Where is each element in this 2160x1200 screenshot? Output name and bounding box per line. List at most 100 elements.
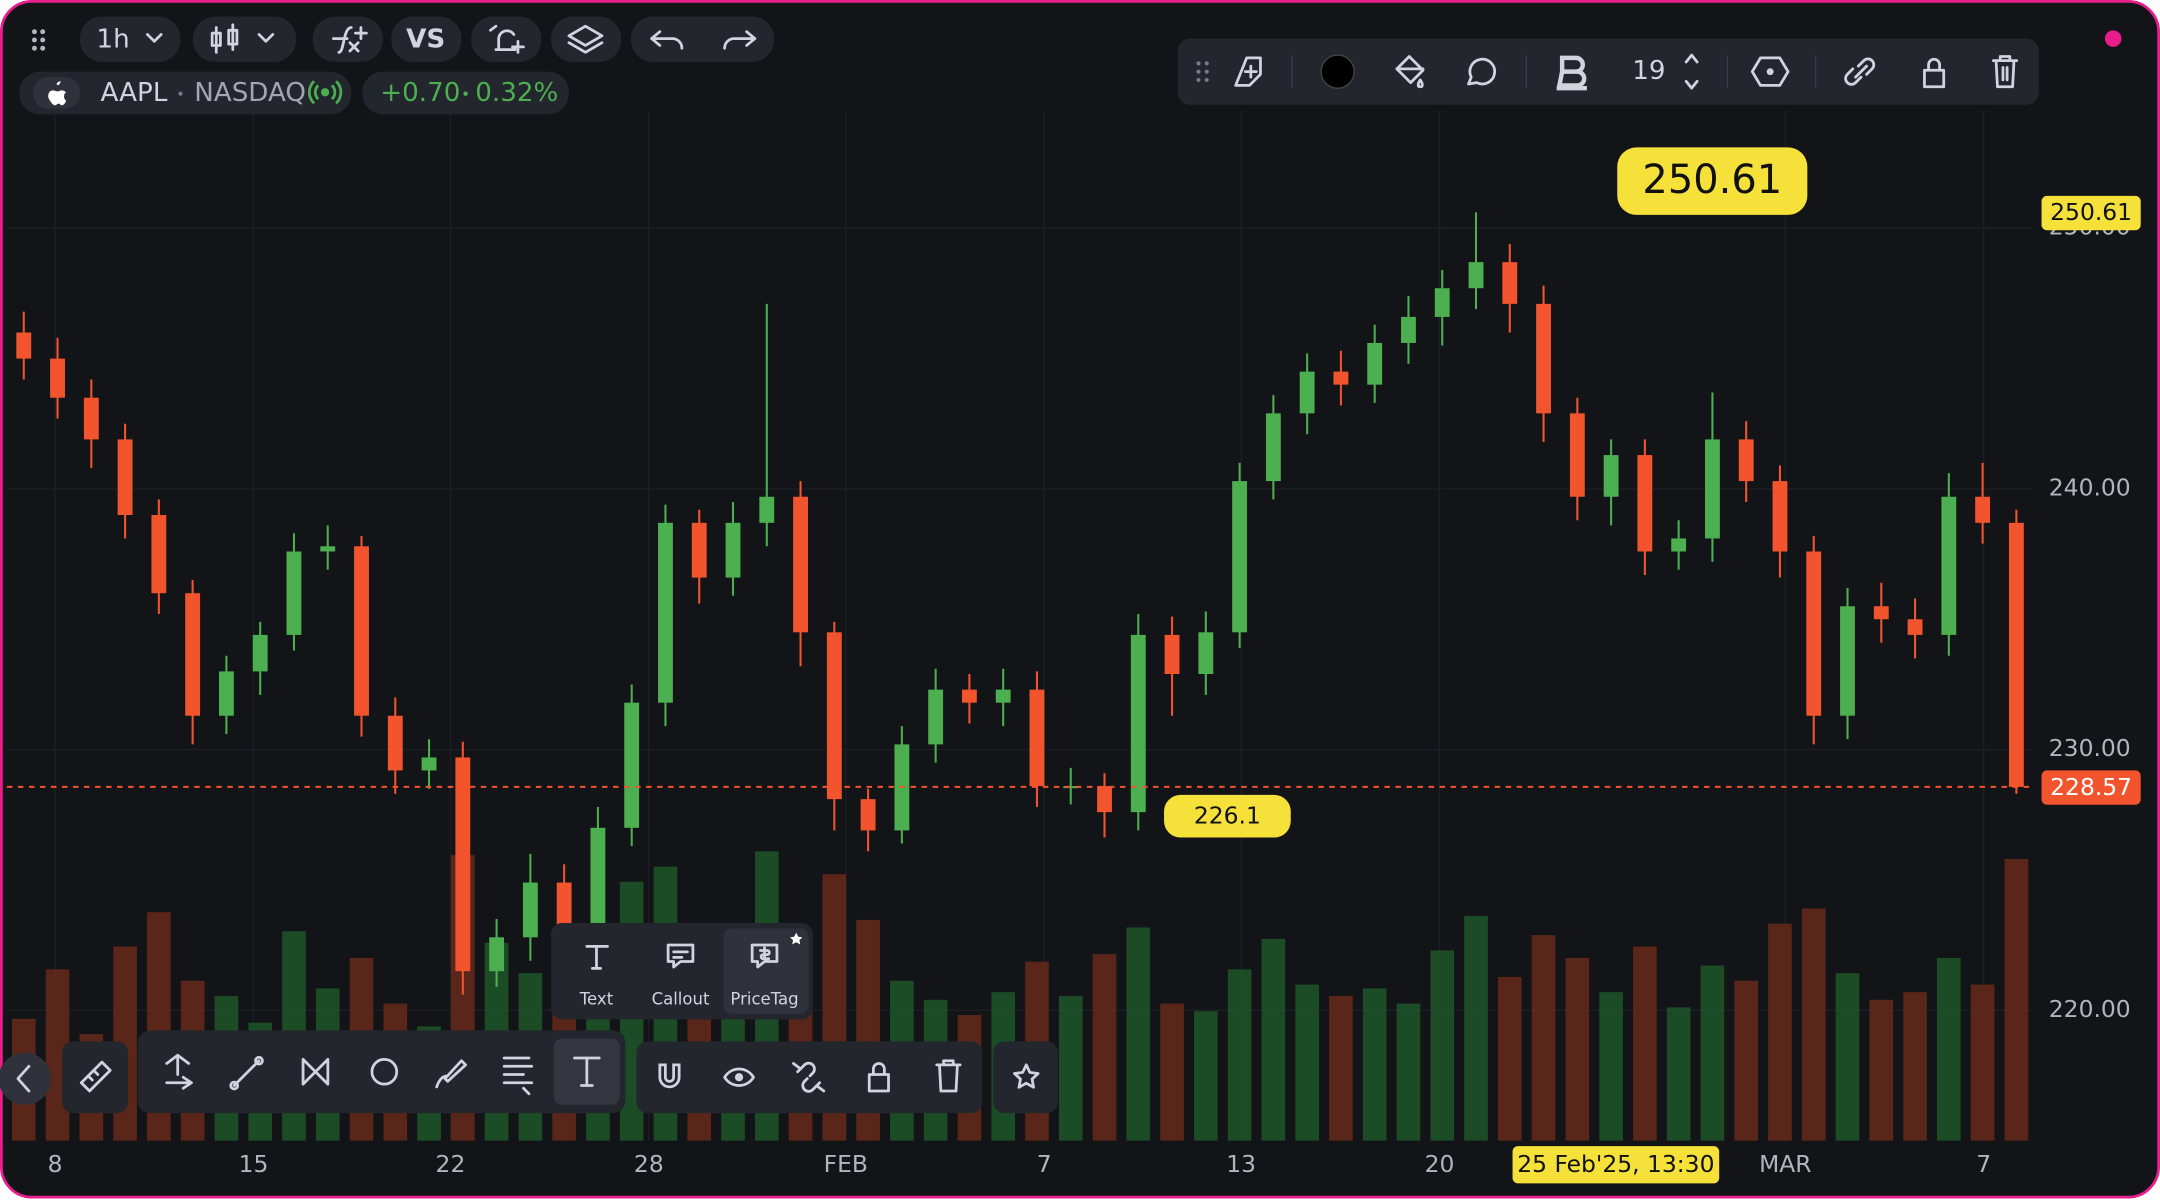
candle-body [759,496,775,523]
candle-body [218,671,234,716]
text-icon[interactable] [585,945,609,970]
candle-body [928,689,944,745]
stepper[interactable] [1684,53,1699,90]
candle-body [590,827,606,925]
delete-icon[interactable] [1991,55,2019,89]
magnet[interactable] [658,1063,681,1089]
line-tool[interactable] [232,1059,261,1087]
delete-all[interactable] [935,1059,962,1093]
candle-body [320,546,336,552]
candle-body [1468,262,1484,289]
volume-bar [1734,980,1759,1141]
text-tool[interactable] [573,1056,601,1087]
volume-bar [1599,992,1623,1141]
shape-tool[interactable] [370,1057,399,1086]
volume-bar [1396,1003,1421,1141]
high-price-tag-bg [1617,147,1808,215]
fib-tool[interactable] [502,1056,534,1096]
candle-body [624,702,640,828]
candle-body [1401,316,1416,343]
chevron [146,33,163,43]
undo[interactable] [650,30,684,50]
volume-bar [1666,1007,1691,1141]
candle-body [421,757,437,771]
last-price-tag: 228.57 [2050,773,2132,801]
callout-icon[interactable] [666,943,695,969]
candle-body [489,937,505,972]
candle-body [1873,606,1889,620]
lock-icon[interactable] [1923,57,1946,89]
candle-body [1130,634,1146,813]
font-size[interactable]: 19 [1632,56,1665,86]
arrow-tool[interactable] [165,1053,193,1090]
layers-button[interactable] [551,16,622,62]
candle-body [1704,439,1720,539]
separator [178,91,183,96]
low-price-tag: 226.1 [1194,801,1261,829]
x-tick-label: 22 [436,1150,466,1178]
grip[interactable] [31,29,46,51]
volume-bar [1565,957,1590,1141]
fx-icon [331,26,368,54]
undo-redo [630,16,775,62]
volume-bar [1092,954,1117,1141]
template-icon[interactable] [1234,56,1262,87]
interval-button[interactable] [79,16,181,62]
brush-tool[interactable] [435,1059,467,1089]
candle-body [691,522,707,578]
candle-body [961,689,977,703]
fill-icon[interactable] [1395,55,1425,89]
volume-bar [1261,938,1286,1141]
link-icon[interactable] [1844,57,1876,86]
unlink[interactable] [792,1061,826,1093]
candle-body [83,397,99,440]
favorites-button[interactable] [993,1041,1058,1114]
pattern-tool[interactable] [301,1057,330,1086]
options-group [636,1041,983,1114]
candle-body [2008,522,2024,787]
candle-body [860,799,876,831]
redo[interactable] [723,30,757,50]
candle-body [16,332,32,359]
color-swatch[interactable] [1320,54,1355,89]
candle-body [793,496,808,633]
candle-body [1840,606,1855,716]
grip[interactable] [1196,61,1209,82]
alert-button[interactable] [471,16,542,62]
candle-body [1772,481,1788,552]
candle-body [387,715,403,771]
candle-body [556,882,572,925]
candle-body [1265,413,1281,482]
settings-icon[interactable] [1750,56,1790,87]
lock-all[interactable] [867,1062,890,1093]
border-icon[interactable] [1467,57,1497,86]
favorite-star[interactable] [790,932,803,945]
candle-body [1198,632,1214,675]
candle-body [1975,496,1991,523]
compare-button[interactable] [391,16,462,62]
exchange: NASDAQ [194,78,306,108]
chart-type-button[interactable] [192,16,297,62]
ruler-button[interactable] [61,1041,129,1114]
last-price-tag-bg [2041,770,2141,805]
crosshair-tag-bg [1512,1146,1720,1184]
symbol-pill[interactable] [19,71,352,115]
properties-toolbar: 19 [1177,38,2039,105]
eye[interactable] [723,1067,755,1087]
high-price-tag: 250.61 [1642,157,1782,203]
pricetag-icon[interactable] [750,943,779,969]
candle-body [1806,551,1822,716]
y-tick-label: 230.00 [2049,734,2131,762]
bold-icon[interactable] [1556,55,1587,91]
chart: 8 15 22 28 FEB 7 13 20 MAR 7 220.00 230.00 240.00 250… [6,110,2141,1184]
collapse-button[interactable] [0,1052,51,1105]
apple-logo [48,81,67,106]
chevron-left [16,1064,31,1093]
x-tick-label: FEB [824,1150,868,1178]
volume-bar [1227,969,1252,1141]
candle-body [354,546,369,716]
